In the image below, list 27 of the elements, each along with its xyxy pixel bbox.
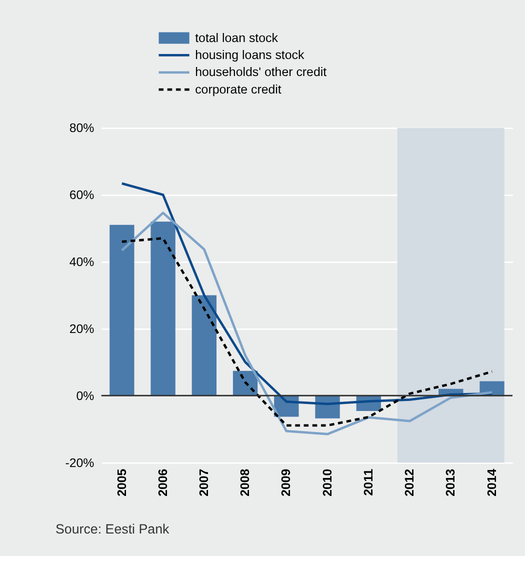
line-series <box>120 182 494 406</box>
line-series <box>120 237 494 427</box>
source-note: Source: Eesti Pank <box>55 521 170 536</box>
legend-label: housing loans stock <box>195 48 305 62</box>
x-tick-label: 2010 <box>320 468 334 496</box>
x-tick-label: 2005 <box>114 468 129 496</box>
x-tick-label: 2008 <box>238 468 252 496</box>
legend-label: households' other credit <box>195 65 328 80</box>
x-tick-label: 2014 <box>484 468 499 496</box>
legend-label: total loan stock <box>195 30 279 45</box>
bar <box>192 295 217 396</box>
x-tick-label: 2006 <box>156 468 170 496</box>
x-tick-label: 2011 <box>361 468 376 496</box>
legend-label: corporate credit <box>195 82 282 96</box>
y-tick-label: 80% <box>69 121 94 136</box>
line-series <box>120 212 494 436</box>
bar <box>110 224 134 396</box>
x-tick-label: 2013 <box>444 468 458 496</box>
y-tick-label: 40% <box>69 255 94 270</box>
y-tick-label: 20% <box>69 322 94 336</box>
y-tick-label: 60% <box>69 188 94 202</box>
x-tick-label: 2012 <box>402 468 417 496</box>
x-tick-label: 2009 <box>279 468 294 496</box>
y-tick-label: -20% <box>65 456 94 470</box>
bar <box>150 222 176 396</box>
y-tick-label: 0% <box>76 388 94 403</box>
x-tick-label: 2007 <box>196 468 211 496</box>
